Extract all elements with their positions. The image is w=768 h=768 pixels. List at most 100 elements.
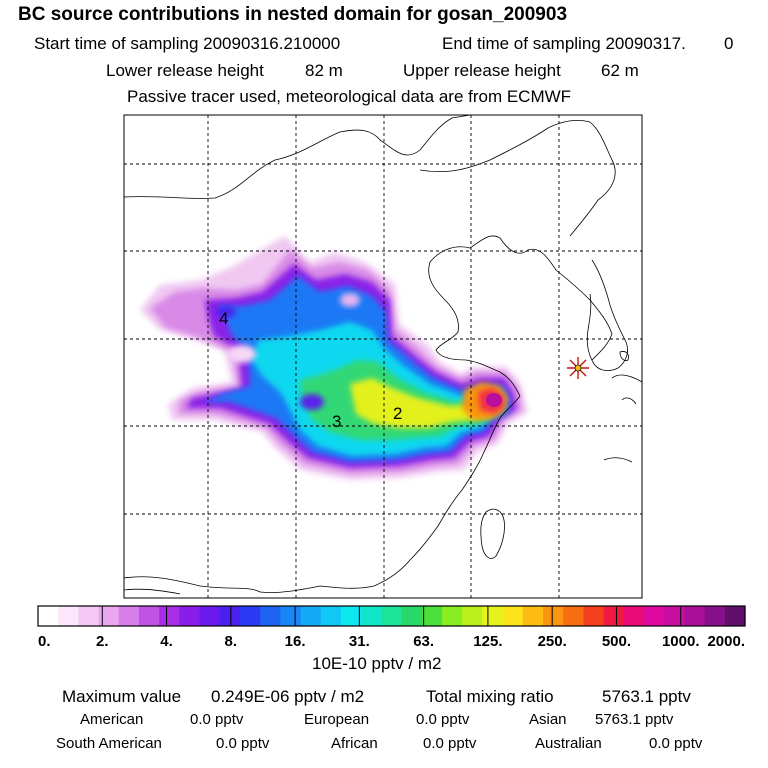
start-time-label: Start time of sampling 20090316.210000 [34, 34, 341, 53]
colorbar-tick-label: 1000. [662, 633, 700, 650]
colorbar-cell [704, 606, 726, 626]
australian-value: 0.0 pptv [649, 735, 703, 752]
region-label-2: 2 [393, 404, 402, 423]
coastline-taiwan [480, 508, 505, 559]
grid-lines [124, 115, 642, 598]
colorbar-cell [300, 606, 322, 626]
colorbar [38, 606, 746, 626]
end-time-suffix: 0 [724, 34, 734, 53]
colorbar-cell [664, 606, 685, 626]
colorbar-cell [462, 606, 483, 626]
colorbar-tick-label: 2. [96, 633, 109, 650]
coastline-yangtze [259, 395, 521, 593]
contribution-field [140, 236, 528, 480]
colorbar-cell [421, 606, 443, 626]
coastline-north [124, 115, 471, 199]
colorbar-cell [78, 606, 100, 626]
australian-label: Australian [535, 735, 602, 752]
colorbar-cell [401, 606, 423, 626]
colorbar-cell [603, 606, 625, 626]
asian-value: 5763.1 pptv [595, 711, 674, 728]
colorbar-ticks: 0. 2. 4. 8. 16. 31. 63. 125. 250. 500. 1000. 2000. [37, 606, 746, 650]
upper-release-value: 62 m [601, 61, 639, 80]
colorbar-tick-label: 4. [160, 633, 173, 650]
total-mixing-label: Total mixing ratio [426, 687, 554, 706]
colorbar-tick-label: 8. [225, 633, 238, 650]
colorbar-cell [724, 606, 746, 626]
colorbar-cell [280, 606, 302, 626]
colorbar-cell [543, 606, 564, 626]
colorbar-cell [583, 606, 605, 626]
colorbar-tick-label: 250. [538, 633, 567, 650]
field-level-yellow [350, 378, 494, 428]
african-value: 0.0 pptv [423, 735, 477, 752]
coastlines [124, 115, 642, 595]
region-label-3: 3 [332, 412, 341, 431]
colorbar-cell [58, 606, 79, 626]
colorbar-cell [98, 606, 120, 626]
coastline-china-east [429, 235, 613, 361]
colorbar-cell [219, 606, 241, 626]
colorbar-cell [644, 606, 665, 626]
south-american-value: 0.0 pptv [216, 735, 270, 752]
american-label: American [80, 711, 144, 728]
coastline-south [124, 588, 181, 595]
colorbar-cell [179, 606, 201, 626]
colorbar-cell [240, 606, 261, 626]
colorbar-cell [341, 606, 362, 626]
coastline-manchuria [419, 120, 616, 237]
chart-title: BC source contributions in nested domain… [18, 4, 568, 25]
total-mixing-value: 5763.1 pptv [602, 687, 691, 706]
lower-release-label: Lower release height [106, 61, 264, 80]
asian-label: Asian [529, 711, 567, 728]
south-american-label: South American [56, 735, 162, 752]
colorbar-cell [199, 606, 221, 626]
coastline-korea [586, 259, 628, 372]
colorbar-unit-label: 10E-10 pptv / m2 [312, 654, 442, 673]
african-label: African [331, 735, 378, 752]
colorbar-tick-label: 2000. [707, 633, 745, 650]
field-peak [486, 393, 502, 407]
map-frame [123, 114, 643, 599]
field-hole-2 [300, 394, 324, 410]
colorbar-cell [361, 606, 382, 626]
upper-release-label: Upper release height [403, 61, 561, 80]
colorbar-tick-label: 500. [602, 633, 631, 650]
colorbar-cell [442, 606, 463, 626]
colorbar-cell [522, 606, 544, 626]
field-hole-3 [216, 306, 236, 318]
colorbar-cell [139, 606, 160, 626]
colorbar-tick-label: 63. [413, 633, 434, 650]
european-value: 0.0 pptv [416, 711, 470, 728]
colorbar-cell [623, 606, 645, 626]
colorbar-tick-label: 31. [349, 633, 370, 650]
tracer-note: Passive tracer used, meteorological data… [127, 87, 572, 106]
american-value: 0.0 pptv [190, 711, 244, 728]
colorbar-cell [482, 606, 504, 626]
max-value: 0.249E-06 pptv / m2 [211, 687, 365, 706]
colorbar-cell [684, 606, 706, 626]
coastline-hainan [619, 351, 629, 361]
european-label: European [304, 711, 370, 728]
colorbar-cell [563, 606, 584, 626]
lower-release-value: 82 m [305, 61, 343, 80]
colorbar-cell [38, 606, 59, 626]
colorbar-cell [320, 606, 342, 626]
coastline-japan [603, 374, 642, 463]
max-value-label: Maximum value [62, 687, 182, 706]
end-time-label: End time of sampling 20090317. [442, 34, 686, 53]
receptor-star-icon [567, 357, 589, 379]
field-hole-1 [228, 345, 256, 363]
region-label-4: 4 [219, 309, 228, 328]
colorbar-cell [159, 606, 180, 626]
colorbar-tick-label: 125. [473, 633, 502, 650]
coastline-inner-china [124, 576, 261, 593]
coastline-bohai [428, 261, 521, 397]
colorbar-cell [118, 606, 140, 626]
colorbar-tick-label: 16. [285, 633, 306, 650]
colorbar-cell [260, 606, 281, 626]
field-hole-4 [340, 293, 360, 307]
colorbar-cell [502, 606, 524, 626]
colorbar-tick-label: 0. [38, 633, 51, 650]
